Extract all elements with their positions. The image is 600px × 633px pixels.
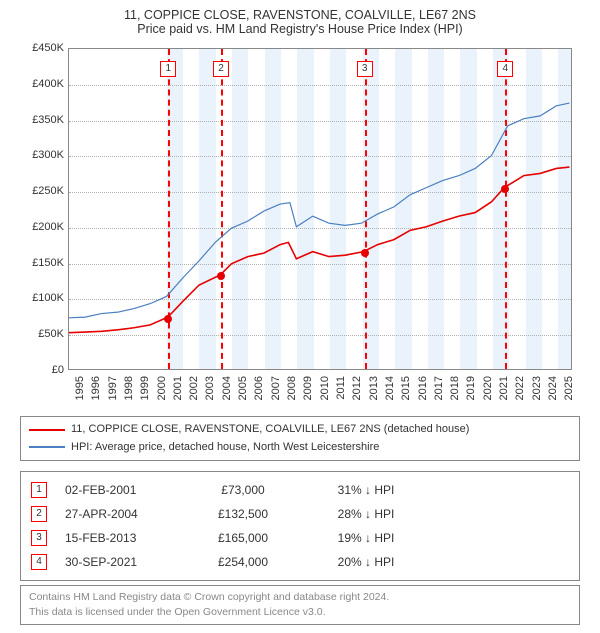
- legend-label: HPI: Average price, detached house, Nort…: [71, 439, 379, 457]
- legend-swatch: [29, 429, 65, 431]
- sale-price: £254,000: [193, 555, 293, 569]
- sale-price: £165,000: [193, 531, 293, 545]
- legend-item-hpi: HPI: Average price, detached house, Nort…: [29, 439, 571, 457]
- sale-marker: 4: [31, 554, 47, 570]
- plot-area: 1234: [68, 48, 572, 370]
- sales-table: 1 02-FEB-2001 £73,000 31% ↓ HPI 2 27-APR…: [20, 471, 580, 581]
- legend-item-price-paid: 11, COPPICE CLOSE, RAVENSTONE, COALVILLE…: [29, 421, 571, 439]
- sale-diff: 20% ↓ HPI: [311, 555, 421, 569]
- sale-marker: 2: [31, 506, 47, 522]
- sale-diff: 31% ↓ HPI: [311, 483, 421, 497]
- sale-row: 4 30-SEP-2021 £254,000 20% ↓ HPI: [31, 550, 569, 574]
- sale-date: 02-FEB-2001: [65, 483, 175, 497]
- sale-diff: 19% ↓ HPI: [311, 531, 421, 545]
- sale-price: £132,500: [193, 507, 293, 521]
- legend-swatch: [29, 446, 65, 448]
- sale-marker: 1: [31, 482, 47, 498]
- title-line-2: Price paid vs. HM Land Registry's House …: [8, 22, 592, 36]
- legend-box: 11, COPPICE CLOSE, RAVENSTONE, COALVILLE…: [20, 416, 580, 461]
- legend-label: 11, COPPICE CLOSE, RAVENSTONE, COALVILLE…: [71, 421, 469, 439]
- sale-row: 2 27-APR-2004 £132,500 28% ↓ HPI: [31, 502, 569, 526]
- sale-date: 27-APR-2004: [65, 507, 175, 521]
- sale-date: 30-SEP-2021: [65, 555, 175, 569]
- footer-line-2: This data is licensed under the Open Gov…: [29, 605, 571, 620]
- chart-container: 1234 £0£50K£100K£150K£200K£250K£300K£350…: [20, 40, 580, 410]
- sale-row: 1 02-FEB-2001 £73,000 31% ↓ HPI: [31, 478, 569, 502]
- sale-diff: 28% ↓ HPI: [311, 507, 421, 521]
- sale-row: 3 15-FEB-2013 £165,000 19% ↓ HPI: [31, 526, 569, 550]
- sale-marker: 3: [31, 530, 47, 546]
- chart-title-block: 11, COPPICE CLOSE, RAVENSTONE, COALVILLE…: [8, 8, 592, 36]
- sale-date: 15-FEB-2013: [65, 531, 175, 545]
- title-line-1: 11, COPPICE CLOSE, RAVENSTONE, COALVILLE…: [8, 8, 592, 22]
- sale-price: £73,000: [193, 483, 293, 497]
- footer-line-1: Contains HM Land Registry data © Crown c…: [29, 590, 571, 605]
- footer-box: Contains HM Land Registry data © Crown c…: [20, 585, 580, 624]
